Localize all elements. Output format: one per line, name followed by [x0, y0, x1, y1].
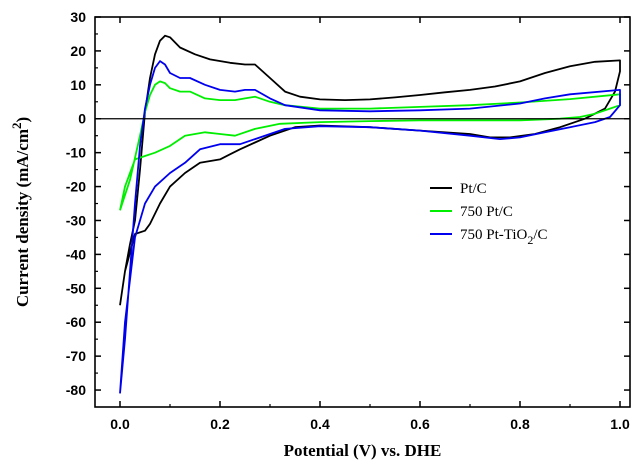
- ticks-layer: 0.0 0.2 0.4 0.6 0.8 1.0 30 20 10 0 -10 -20 -30 -40 -50…: [66, 9, 630, 432]
- x-tick-label: 0.0: [110, 416, 130, 432]
- series-line-2: [119, 80, 621, 211]
- legend: Pt/C 750 Pt/C 750 Pt-TiO2/C: [430, 181, 548, 247]
- y-axis-title-close: ): [13, 117, 32, 123]
- legend-label-1: Pt/C: [460, 181, 487, 197]
- y-tick-label: -70: [66, 348, 86, 364]
- y-axis-title: Current density (mA/cm2): [9, 117, 32, 307]
- x-tick-label: 0.8: [510, 416, 530, 432]
- x-axis-title: Potential (V) vs. DHE: [284, 441, 442, 460]
- y-tick-label: 20: [70, 43, 86, 59]
- y-tick-label: 30: [70, 9, 86, 25]
- legend-label-3: 750 Pt-TiO2/C: [460, 227, 548, 247]
- legend-subscript: 2: [527, 233, 533, 247]
- y-tick-label: -10: [66, 145, 86, 161]
- x-tick-label: 0.6: [410, 416, 430, 432]
- y-tick-label: 10: [70, 77, 86, 93]
- legend-label-2: 750 Pt/C: [460, 204, 513, 220]
- legend-text-part: Pt/C: [460, 181, 487, 197]
- y-axis-title-superscript: 2: [9, 123, 24, 130]
- plot-frame: [94, 16, 631, 408]
- y-tick-label: -50: [66, 280, 86, 296]
- y-tick-label: 0: [78, 111, 86, 127]
- y-tick-label: -80: [66, 382, 86, 398]
- series-layer: [119, 34, 621, 394]
- x-tick-label: 0.4: [310, 416, 330, 432]
- y-tick-label: -60: [66, 314, 86, 330]
- y-tick-label: -20: [66, 179, 86, 195]
- x-tick-label: 1.0: [610, 416, 630, 432]
- legend-text-part: 750 Pt-TiO: [460, 227, 528, 243]
- legend-text-part: 750 Pt/C: [460, 204, 513, 220]
- legend-text-part: /C: [533, 227, 547, 243]
- series-line-1: [119, 34, 621, 306]
- series-line-3: [119, 60, 621, 394]
- y-axis-title-main: Current density (mA/cm: [13, 129, 32, 307]
- y-tick-label: -30: [66, 212, 86, 228]
- y-tick-label: -40: [66, 246, 86, 262]
- x-tick-label: 0.2: [210, 416, 230, 432]
